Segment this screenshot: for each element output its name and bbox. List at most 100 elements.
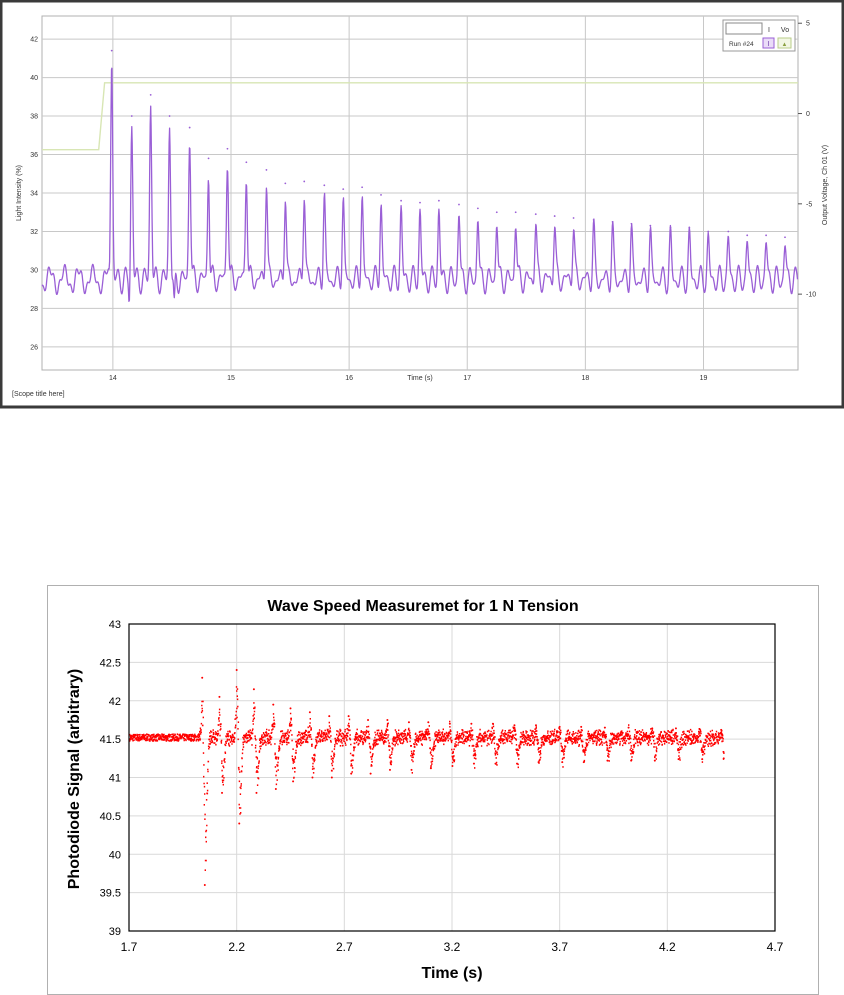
pulse-high-point bbox=[252, 688, 255, 691]
legend-voltage-icon: ▲ bbox=[782, 42, 788, 48]
photodiode-points bbox=[129, 686, 725, 871]
y-tick-label: 41.5 bbox=[100, 734, 121, 746]
legend: I Vo Run #24 I ▲ bbox=[722, 19, 796, 52]
intensity-peak-point bbox=[284, 182, 287, 185]
pulse-high-point bbox=[427, 721, 430, 724]
y2-axis-label: Output Voltage, Ch 01 (V) bbox=[822, 145, 829, 225]
y-tick-label: 42 bbox=[109, 696, 121, 708]
voltage-line bbox=[42, 82, 798, 151]
x-tick-label: 1.7 bbox=[121, 940, 138, 954]
x-tick-label: 3.2 bbox=[444, 940, 461, 954]
chart-border bbox=[47, 585, 819, 995]
pulse-high-point bbox=[347, 715, 350, 718]
pulse-high-point bbox=[289, 707, 292, 710]
y-tick-label: 42.5 bbox=[100, 657, 121, 669]
intensity-peak-point bbox=[746, 234, 749, 237]
pulse-high-point bbox=[674, 727, 677, 730]
pulse-low-point bbox=[274, 788, 277, 791]
y2-tick-label: -5 bbox=[806, 201, 812, 208]
wave-speed-chart: Wave Speed Measuremet for 1 N Tension 39… bbox=[47, 585, 819, 995]
x-tick-label: 17 bbox=[463, 375, 471, 382]
intensity-peak-point bbox=[265, 169, 268, 171]
pulse-high-point bbox=[534, 724, 537, 727]
intensity-peak-point bbox=[149, 93, 152, 96]
intensity-peak-point bbox=[553, 215, 556, 217]
y-tick-label: 41 bbox=[109, 773, 121, 785]
intensity-peak-point bbox=[727, 230, 730, 233]
intensity-peak-point bbox=[342, 188, 345, 191]
pulse-low-point bbox=[388, 768, 391, 771]
scope-title[interactable]: [Scope title here] bbox=[12, 391, 65, 398]
y2-tick-label: 5 bbox=[806, 21, 810, 28]
pulse-high-point bbox=[407, 721, 410, 724]
y-axis-ticks: 26 28 30 32 34 36 38 40 42 bbox=[30, 37, 38, 352]
x-tick-label: 18 bbox=[581, 375, 589, 382]
pulse-high-point bbox=[448, 722, 451, 725]
pulse-high-point bbox=[308, 711, 311, 714]
x-axis-ticks: 1.7 2.2 2.7 3.2 3.7 4.2 4.7 bbox=[121, 940, 784, 954]
photodiode-series bbox=[129, 669, 725, 886]
pulse-high-point bbox=[218, 695, 221, 698]
y-tick-label: 40 bbox=[30, 75, 38, 82]
plot-frame bbox=[128, 623, 776, 932]
pulse-low-point bbox=[330, 776, 333, 779]
intensity-peak-point bbox=[438, 199, 440, 202]
y-tick-label: 40 bbox=[109, 849, 121, 861]
x-axis-label: Time (s) bbox=[407, 375, 432, 382]
pulse-high-point bbox=[698, 728, 701, 731]
intensity-series bbox=[41, 49, 799, 302]
pulse-low-point bbox=[429, 767, 432, 770]
intensity-line bbox=[41, 67, 799, 302]
pulse-low-point bbox=[701, 758, 704, 761]
pulse-low-point bbox=[537, 761, 540, 764]
x-tick-label: 3.7 bbox=[551, 940, 568, 954]
pulse-low-point bbox=[561, 761, 564, 764]
pulse-low-point bbox=[238, 822, 241, 825]
intensity-peak-point bbox=[572, 217, 575, 219]
y-tick-label: 42 bbox=[30, 37, 38, 44]
intensity-peak-point bbox=[361, 186, 364, 189]
pulse-low-point bbox=[722, 757, 725, 760]
intensity-peak-point bbox=[514, 211, 517, 214]
y-axis-label: Photodiode Signal (arbitrary) bbox=[66, 669, 83, 889]
pulse-high-point bbox=[491, 722, 494, 725]
pulse-high-point bbox=[272, 703, 275, 706]
intensity-peak-point bbox=[188, 126, 191, 129]
y-tick-label: 28 bbox=[30, 306, 38, 313]
y-tick-label: 26 bbox=[30, 344, 38, 351]
y-tick-label: 34 bbox=[30, 191, 38, 198]
x-axis-ticks: 14 15 16 17 18 19 bbox=[109, 375, 708, 382]
y-axis-label: Light Intensity (%) bbox=[16, 165, 23, 221]
y2-axis-ticks: -10 -5 0 5 bbox=[798, 21, 816, 299]
pulse-high-point bbox=[603, 726, 606, 729]
pulse-high-point bbox=[328, 715, 331, 718]
y-tick-label: 30 bbox=[30, 267, 38, 274]
intensity-peak-point bbox=[611, 220, 614, 223]
pulse-high-point bbox=[470, 722, 473, 725]
pulse-low-point bbox=[606, 759, 609, 762]
y-tick-label: 40.5 bbox=[100, 811, 121, 823]
intensity-peak-point bbox=[110, 49, 113, 52]
x-tick-label: 14 bbox=[109, 375, 117, 382]
intensity-peak-point bbox=[303, 180, 306, 183]
pulse-low-point bbox=[369, 772, 372, 775]
pulse-low-point bbox=[677, 758, 680, 761]
pulse-low-point bbox=[311, 776, 314, 779]
intensity-peak-point bbox=[207, 157, 210, 160]
pulse-low-point bbox=[410, 768, 413, 771]
intensity-peak-point bbox=[784, 236, 786, 239]
pulse-low-point bbox=[516, 762, 519, 765]
pulse-high-point bbox=[235, 669, 238, 672]
legend-voltage-swatch[interactable] bbox=[777, 37, 792, 49]
x-tick-label: 4.2 bbox=[659, 940, 676, 954]
pulse-low-point bbox=[630, 759, 633, 762]
pulse-high-point bbox=[651, 727, 654, 730]
legend-intensity-swatch[interactable] bbox=[762, 37, 775, 49]
intensity-peak-point bbox=[669, 226, 672, 229]
intensity-peak-point bbox=[245, 161, 248, 164]
x-tick-label: 4.7 bbox=[767, 940, 784, 954]
y2-tick-label: -10 bbox=[806, 292, 816, 299]
pulse-high-point bbox=[580, 725, 583, 728]
intensity-peak-point bbox=[707, 230, 710, 233]
intensity-peak-point bbox=[226, 147, 229, 150]
